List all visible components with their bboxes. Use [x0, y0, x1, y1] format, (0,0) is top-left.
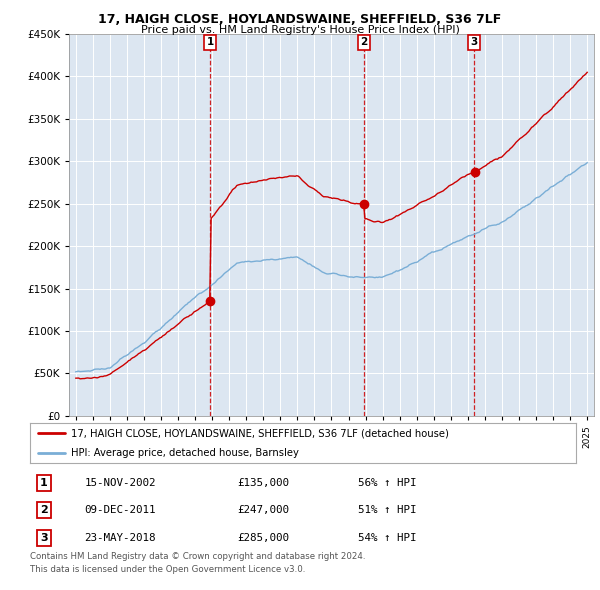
- Text: This data is licensed under the Open Government Licence v3.0.: This data is licensed under the Open Gov…: [30, 565, 305, 573]
- Text: 15-NOV-2002: 15-NOV-2002: [85, 478, 156, 487]
- Text: Contains HM Land Registry data © Crown copyright and database right 2024.: Contains HM Land Registry data © Crown c…: [30, 552, 365, 560]
- Text: 23-MAY-2018: 23-MAY-2018: [85, 533, 156, 543]
- Text: 3: 3: [470, 37, 478, 47]
- Text: 2: 2: [361, 37, 368, 47]
- Text: £247,000: £247,000: [238, 505, 289, 515]
- Text: 54% ↑ HPI: 54% ↑ HPI: [358, 533, 416, 543]
- Text: 1: 1: [206, 37, 214, 47]
- Text: 51% ↑ HPI: 51% ↑ HPI: [358, 505, 416, 515]
- Text: 17, HAIGH CLOSE, HOYLANDSWAINE, SHEFFIELD, S36 7LF (detached house): 17, HAIGH CLOSE, HOYLANDSWAINE, SHEFFIEL…: [71, 428, 449, 438]
- Text: 2: 2: [40, 505, 47, 515]
- Text: HPI: Average price, detached house, Barnsley: HPI: Average price, detached house, Barn…: [71, 448, 299, 458]
- Text: Price paid vs. HM Land Registry's House Price Index (HPI): Price paid vs. HM Land Registry's House …: [140, 25, 460, 35]
- Text: £135,000: £135,000: [238, 478, 289, 487]
- Text: £285,000: £285,000: [238, 533, 289, 543]
- Text: 56% ↑ HPI: 56% ↑ HPI: [358, 478, 416, 487]
- Text: 3: 3: [40, 533, 47, 543]
- Text: 17, HAIGH CLOSE, HOYLANDSWAINE, SHEFFIELD, S36 7LF: 17, HAIGH CLOSE, HOYLANDSWAINE, SHEFFIEL…: [98, 13, 502, 26]
- Text: 09-DEC-2011: 09-DEC-2011: [85, 505, 156, 515]
- Text: 1: 1: [40, 478, 47, 487]
